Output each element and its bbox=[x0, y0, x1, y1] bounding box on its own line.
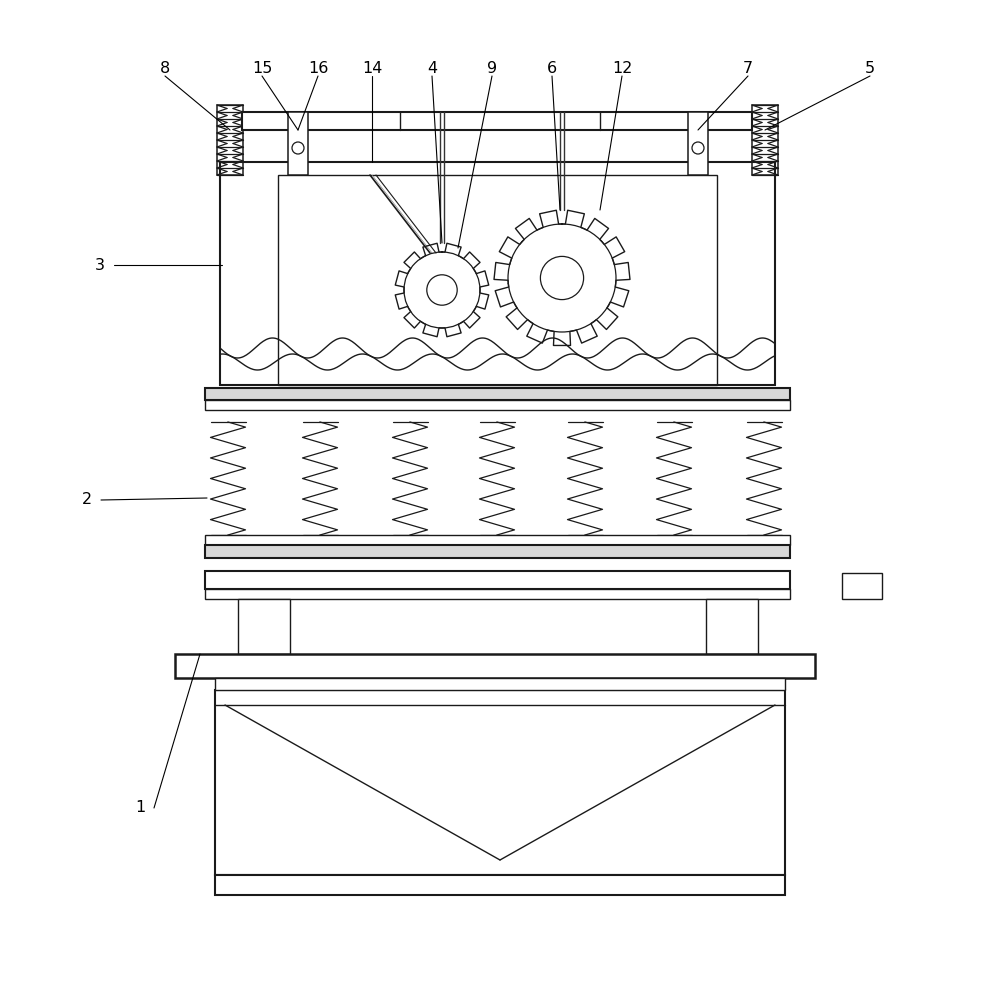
Bar bbox=[277, 175, 717, 385]
Bar bbox=[238, 599, 289, 654]
Bar bbox=[217, 105, 243, 175]
Text: 16: 16 bbox=[307, 61, 328, 76]
Text: 12: 12 bbox=[611, 61, 631, 76]
Bar bbox=[215, 875, 784, 895]
Bar bbox=[215, 678, 784, 690]
Bar bbox=[205, 545, 789, 558]
Text: 9: 9 bbox=[486, 61, 497, 76]
Text: 5: 5 bbox=[864, 61, 874, 76]
Text: 7: 7 bbox=[743, 61, 752, 76]
Text: 14: 14 bbox=[362, 61, 382, 76]
Text: 1: 1 bbox=[135, 800, 145, 815]
Text: 2: 2 bbox=[82, 492, 92, 508]
Bar bbox=[205, 535, 789, 545]
Bar bbox=[242, 112, 751, 130]
Text: 3: 3 bbox=[94, 257, 105, 272]
Bar bbox=[751, 105, 777, 175]
Text: 6: 6 bbox=[547, 61, 557, 76]
Bar bbox=[287, 112, 308, 175]
Bar bbox=[841, 573, 881, 599]
Text: 8: 8 bbox=[160, 61, 170, 76]
Bar bbox=[215, 690, 784, 875]
Bar bbox=[220, 162, 774, 385]
Bar bbox=[175, 654, 814, 678]
Bar bbox=[706, 599, 757, 654]
Bar bbox=[205, 400, 789, 410]
Bar bbox=[205, 388, 789, 400]
Circle shape bbox=[691, 142, 704, 154]
Text: 4: 4 bbox=[426, 61, 436, 76]
Bar bbox=[205, 589, 789, 599]
Bar bbox=[687, 112, 708, 175]
Bar bbox=[205, 571, 789, 589]
Text: 15: 15 bbox=[251, 61, 272, 76]
Circle shape bbox=[291, 142, 304, 154]
